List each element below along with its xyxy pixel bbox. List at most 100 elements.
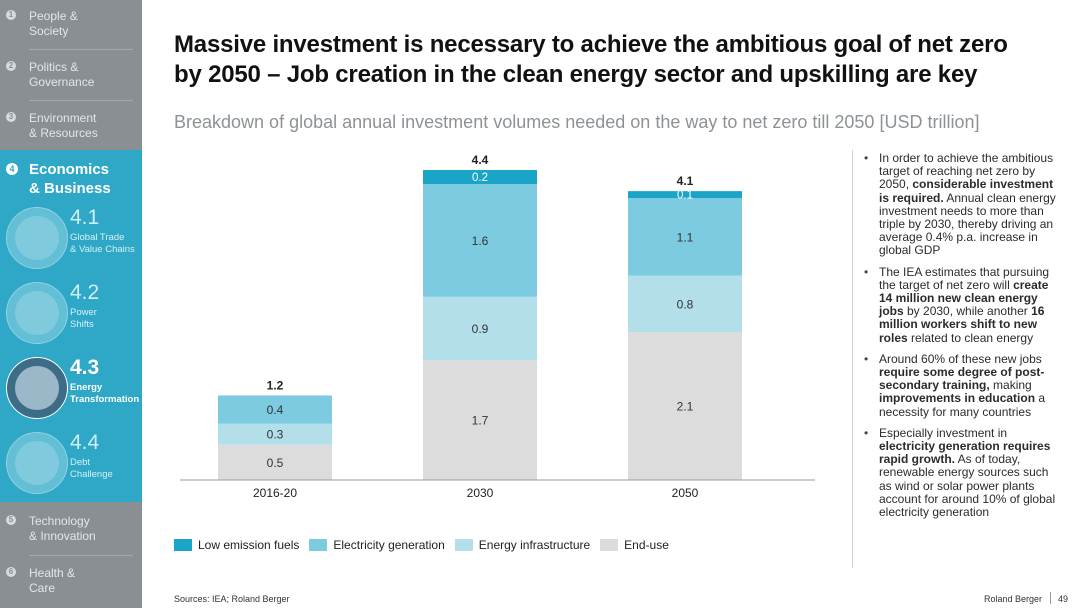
section-number-badge: 5: [6, 515, 16, 525]
bullet-text: related to clean energy: [907, 330, 1034, 345]
subsection-power-shifts[interactable]: 4.2 Power Shifts: [0, 275, 142, 350]
nav-item-label: & Business: [29, 180, 111, 197]
nav-item-label: Care: [29, 581, 56, 595]
bullet-emphasis: electricity generation requires rapid gr…: [879, 439, 1051, 467]
data-label: 0.4: [267, 403, 284, 417]
nav-item-label: Governance: [29, 75, 95, 89]
debt-challenge-icon: [6, 432, 68, 494]
subsection-label: Power: [70, 307, 97, 318]
page-number: 49: [1058, 594, 1069, 604]
subsection-number: 4.4: [70, 431, 100, 454]
total-label: 1.2: [267, 378, 284, 392]
legend-item: Energy infrastructure: [454, 538, 591, 552]
data-label: 0.8: [677, 297, 694, 311]
nav-item-label: Health &: [29, 566, 76, 580]
page-title-line: by 2050 – Job creation in the clean ener…: [174, 61, 978, 88]
key-findings-list: In order to achieve the ambitious target…: [862, 151, 1062, 527]
x-tick-label: 2030: [467, 486, 494, 500]
legend-label: Low emission fuels: [198, 538, 300, 552]
legend-label: Electricity generation: [333, 538, 445, 552]
data-label: 0.2: [472, 172, 488, 184]
nav-item-label: & Resources: [29, 126, 98, 140]
subsection-label: Debt: [70, 457, 91, 468]
data-label: 2.1: [677, 400, 694, 414]
x-tick-label: 2016-20: [253, 486, 297, 500]
stacked-bar-chart: 0.5 0.3 0.4 1.2 2016-20 1.7 0.9 1.6 0.2 4.4 2030 2.…: [180, 153, 815, 500]
subsection-number: 4.2: [70, 281, 100, 304]
bullet-emphasis: 16 million workers shift to new roles: [879, 304, 1045, 345]
total-label: 4.4: [472, 153, 489, 167]
nav-item-label: Society: [29, 24, 69, 38]
bullet-text: by 2030, while another: [903, 304, 1032, 319]
bullet-text: Around 60% of these new jobs: [879, 351, 1042, 366]
bullet-text: The IEA estimates that pursuing the targ…: [879, 264, 1050, 292]
data-label: 1.7: [472, 414, 489, 428]
nav-item-label: Environment: [29, 111, 97, 125]
bullet-emphasis: improvements in education: [879, 391, 1036, 406]
subsection-number: 4.3: [70, 356, 100, 379]
subsection-label: Shifts: [70, 319, 94, 330]
solar-panel-icon: [6, 357, 68, 419]
nav-divider: [29, 555, 133, 556]
legend-item: Low emission fuels: [174, 538, 299, 552]
subsection-global-trade[interactable]: 4.1 Global Trade & Value Chains: [0, 200, 142, 275]
legend-label: End-use: [624, 538, 669, 552]
bullet-text: As of today, renewable energy sources su…: [879, 452, 1056, 520]
legend-label: Energy infrastructure: [478, 538, 591, 552]
bullet-text: making: [989, 378, 1032, 393]
footer-divider: [1050, 592, 1051, 604]
legend-swatch: [600, 539, 619, 551]
bullet-item: The IEA estimates that pursuing the targ…: [862, 264, 1062, 345]
bullet-text: a necessity for many countries: [879, 391, 1046, 419]
section-number-badge: 2: [6, 61, 16, 71]
bullet-text: In order to achieve the ambitious target…: [879, 151, 1054, 192]
nav-item-label: People &: [29, 9, 78, 23]
legend-swatch: [454, 539, 473, 551]
bullet-item: Around 60% of these new jobs require som…: [862, 351, 1062, 419]
bullet-text: Especially investment in: [879, 425, 1008, 440]
bar-segment-end-use: [218, 444, 332, 480]
power-shifts-icon: [6, 282, 68, 344]
bar-segment-low-emission-fuels: [423, 170, 537, 185]
bullet-item: Especially investment in electricity gen…: [862, 425, 1062, 520]
chart-legend: Low emission fuels Electricity generation…: [174, 537, 679, 553]
total-label: 4.1: [677, 174, 694, 188]
data-label: 1.6: [472, 234, 489, 248]
legend-swatch: [174, 539, 192, 551]
bullet-item: In order to achieve the ambitious target…: [862, 151, 1062, 258]
data-label: 1.1: [677, 230, 694, 244]
subsection-energy-transformation[interactable]: 4.3 Energy Transformation: [0, 350, 142, 425]
section-number-badge: 3: [6, 112, 16, 122]
page-title: Massive investment is necessary to achie…: [174, 30, 1054, 90]
nav-item-label: Politics &: [29, 60, 79, 74]
data-label: 0.5: [267, 456, 284, 470]
nav-divider: [29, 100, 133, 101]
bar-segment-electricity-generation: [423, 184, 537, 297]
subsection-label: Transformation: [70, 394, 140, 405]
subsection-debt-challenge[interactable]: 4.4 Debt Challenge: [0, 425, 142, 500]
subsection-number: 4.1: [70, 206, 100, 229]
legend-item: End-use: [600, 538, 669, 552]
bar-segment-energy-infrastructure: [423, 296, 537, 361]
sidebar: 1 People & Society 2 Politics & Governan…: [0, 0, 142, 608]
bar-segment-electricity-generation: [628, 198, 742, 276]
x-tick-label: 2050: [672, 486, 699, 500]
data-label: 0.3: [267, 428, 284, 442]
legend-swatch: [309, 539, 328, 551]
bar-segment-energy-infrastructure: [628, 275, 742, 333]
bar-segment-low-emission-fuels: [628, 191, 742, 199]
nav-item-label: Technology: [29, 514, 90, 528]
bullet-text: Annual clean energy investment needs to …: [879, 190, 1056, 258]
bar-segment-end-use: [423, 360, 537, 480]
section-number-badge: 6: [6, 567, 16, 577]
bullet-emphasis: create 14 million new clean energy jobs: [879, 277, 1049, 319]
bullet-emphasis: require some degree of post-secondary tr…: [879, 365, 1045, 393]
panel-divider: [852, 150, 853, 568]
nav-item-label: & Innovation: [29, 529, 96, 543]
source-note: Sources: IEA; Roland Berger: [174, 594, 290, 604]
brand-name: Roland Berger: [984, 594, 1043, 604]
bullet-emphasis: considerable investment is required.: [879, 177, 1054, 205]
subsection-label: Energy: [70, 382, 103, 393]
bar-segment-electricity-generation: [218, 395, 332, 424]
page-title-line: Massive investment is necessary to achie…: [174, 31, 1008, 58]
